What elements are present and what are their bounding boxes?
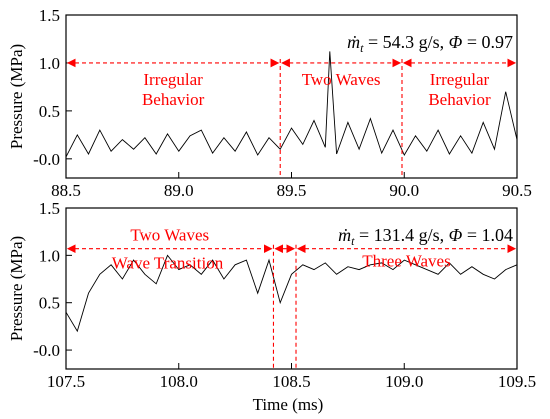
x-axis-label: Time (ms) <box>253 395 324 414</box>
x-tick-label: 108.0 <box>160 372 198 391</box>
phi-symbol: Φ <box>449 32 463 52</box>
mdot-subscript: t <box>360 41 364 55</box>
y-tick-label: 1.0 <box>39 246 60 265</box>
y-axis-label: Pressure (MPa) <box>7 44 26 149</box>
y-tick-label: 0.5 <box>39 102 60 121</box>
x-tick-label: 90.5 <box>502 181 532 200</box>
chart-panel-bottom: -0.0 0.5 1.0 1.5 107.5 108.0 108.5 109.0 109.5 Pr… <box>7 199 536 391</box>
pressure-trace <box>65 254 518 333</box>
phi-value: = 0.97 <box>462 32 513 52</box>
x-tick-label: 89.5 <box>277 181 307 200</box>
y-axis-label: Pressure (MPa) <box>7 236 26 341</box>
region-label: Behavior <box>142 90 205 109</box>
region-label: Three Waves <box>362 252 450 271</box>
y-tick-label: 1.5 <box>39 199 60 218</box>
x-tick-label: 109.5 <box>498 372 536 391</box>
y-tick-label: 1.5 <box>39 6 60 25</box>
chart-panel-top: -0.0 0.5 1.0 1.5 88.5 89.0 89.5 90.0 90.5 Pressur… <box>7 6 532 200</box>
region-label: Irregular <box>143 70 203 89</box>
y-tick-label: 0.5 <box>39 294 60 313</box>
x-tick-label: 90.0 <box>389 181 419 200</box>
mdot-symbol: ṁ <box>338 225 351 245</box>
mdot-value: = 54.3 g/s, <box>363 32 448 52</box>
phi-value: = 1.04 <box>462 225 513 245</box>
region-label: Two Waves <box>302 70 381 89</box>
region-label: Wave Transition <box>112 254 224 273</box>
flow-condition-annotation: ṁt = 131.4 g/s, Φ = 1.04 <box>338 225 513 248</box>
x-tick-label: 88.5 <box>51 181 81 200</box>
mdot-symbol: ṁ <box>347 32 360 52</box>
x-tick-label: 107.5 <box>47 372 85 391</box>
y-tick-label: -0.0 <box>33 150 60 169</box>
x-tick-label: 109.0 <box>385 372 423 391</box>
phi-symbol: Φ <box>449 225 463 245</box>
pressure-trace <box>65 51 518 158</box>
mdot-subscript: t <box>351 234 355 248</box>
flow-condition-annotation: ṁt = 54.3 g/s, Φ = 0.97 <box>347 32 513 55</box>
x-tick-label: 108.5 <box>272 372 310 391</box>
region-label: Behavior <box>428 90 491 109</box>
y-tick-label: 1.0 <box>39 54 60 73</box>
x-tick-label: 89.0 <box>164 181 194 200</box>
y-tick-label: -0.0 <box>33 341 60 360</box>
region-label: Irregular <box>430 70 490 89</box>
mdot-value: = 131.4 g/s, <box>354 225 448 245</box>
region-label: Two Waves <box>130 226 209 245</box>
